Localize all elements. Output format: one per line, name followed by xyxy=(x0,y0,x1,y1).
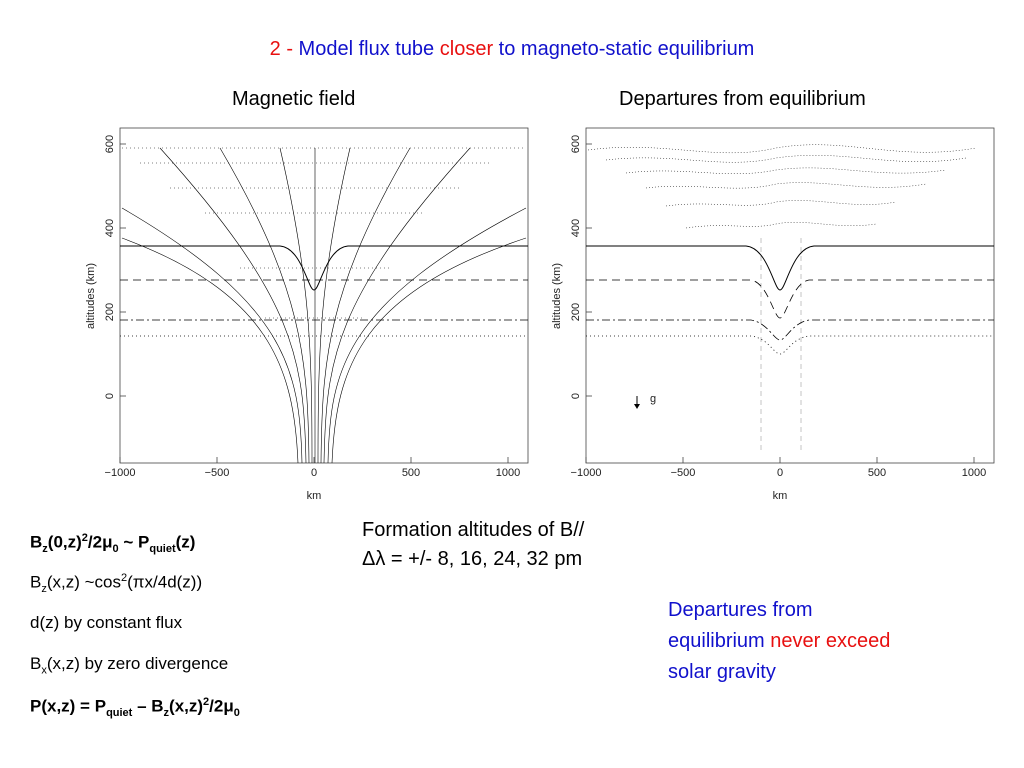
departures-line-2: equilibrium never exceed xyxy=(668,630,891,652)
formation-curves xyxy=(586,245,994,355)
y-tick-label: 0 xyxy=(104,393,116,399)
x-tick-label: −1000 xyxy=(105,467,136,479)
equation-zero-divergence: Bx(x,z) by zero divergence xyxy=(30,654,229,677)
y-tick-label: 0 xyxy=(570,393,582,399)
x-tick-marks xyxy=(585,457,975,463)
x-axis-label: km xyxy=(773,490,788,502)
y-tick-label: 200 xyxy=(570,303,582,321)
y-tick-label: 200 xyxy=(104,303,116,321)
x-tick-label: 1000 xyxy=(962,467,986,479)
y-tick-marks xyxy=(120,143,126,397)
equation-pressure-balance: Bz(0,z)2/2μ0 ~ Pquiet(z) xyxy=(30,532,196,556)
title-number: 2 - xyxy=(269,38,293,60)
formation-line-1: Formation altitudes of B// xyxy=(362,519,585,541)
x-tick-label: 0 xyxy=(777,467,783,479)
magnetic-field-plot: −1000 −500 0 500 1000 km 0 200 400 600 a… xyxy=(85,127,529,502)
slide-title: 2 - Model flux tube closer to magneto-st… xyxy=(0,38,1024,61)
x-axis-label: km xyxy=(307,490,322,502)
gravity-arrow-icon xyxy=(634,396,640,409)
x-tick-label: 500 xyxy=(868,467,886,479)
x-tick-label: −500 xyxy=(671,467,696,479)
y-tick-label: 400 xyxy=(104,219,116,237)
right-panel-heading: Departures from equilibrium xyxy=(619,88,866,110)
equation-pressure: P(x,z) = Pquiet – Bz(x,z)2/2μ0 xyxy=(30,696,240,720)
never-exceed-highlight: never exceed xyxy=(770,630,891,652)
departures-line-1: Departures from xyxy=(668,599,813,621)
y-tick-label: 600 xyxy=(570,135,582,153)
plot-frame xyxy=(585,127,995,464)
title-part3: to magneto-static equilibrium xyxy=(498,38,755,60)
departures-note: Departures from equilibrium never exceed… xyxy=(668,595,890,688)
x-tick-label: 1000 xyxy=(496,467,520,479)
formation-curves xyxy=(120,245,528,337)
x-tick-label: −1000 xyxy=(571,467,602,479)
x-tick-label: 500 xyxy=(402,467,420,479)
departure-bands xyxy=(587,144,977,453)
x-tick-label: −500 xyxy=(205,467,230,479)
y-axis-label: altitudes (km) xyxy=(85,263,97,329)
title-part2: closer xyxy=(439,38,494,60)
equation-bz-profile: Bz(x,z) ~cos2(πx/4d(z)) xyxy=(30,572,203,596)
left-panel-heading: Magnetic field xyxy=(232,88,356,110)
y-tick-marks xyxy=(586,143,592,397)
formation-altitudes-note: Formation altitudes of B// Δλ = +/- 8, 1… xyxy=(362,516,584,574)
y-axis-label: altitudes (km) xyxy=(551,263,563,329)
x-tick-label: 0 xyxy=(311,467,317,479)
gravity-label: g xyxy=(650,393,656,405)
title-part1: Model flux tube xyxy=(298,38,435,60)
y-tick-label: 600 xyxy=(104,135,116,153)
equation-constant-flux: d(z) by constant flux xyxy=(30,613,183,632)
x-tick-marks xyxy=(119,457,509,463)
formation-line-2: Δλ = +/- 8, 16, 24, 32 pm xyxy=(362,548,583,570)
departures-plot: g −1000 −500 0 500 1000 km 0 200 400 600… xyxy=(551,127,995,502)
y-tick-label: 400 xyxy=(570,219,582,237)
field-lines xyxy=(121,147,527,464)
departures-line-3: solar gravity xyxy=(668,661,776,683)
